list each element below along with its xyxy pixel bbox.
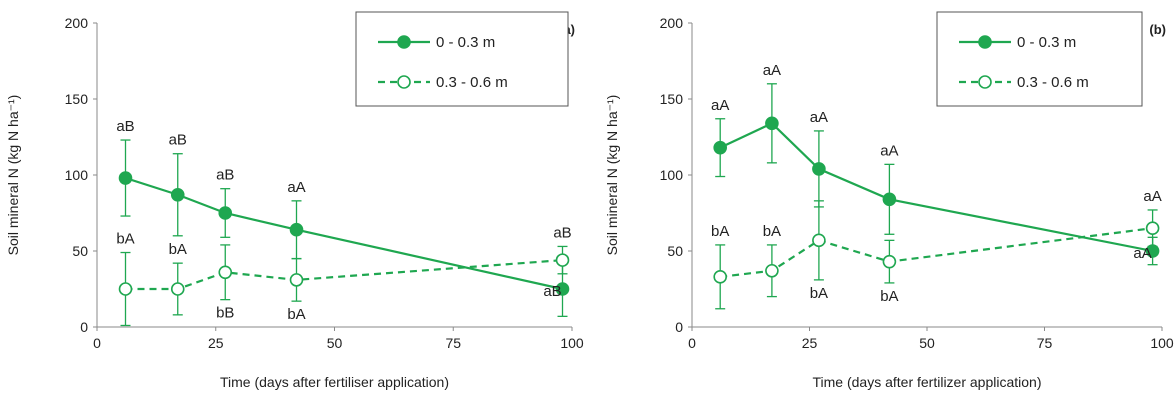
x-tick-label: 50 — [919, 335, 935, 351]
data-point — [1145, 221, 1160, 235]
data-point — [218, 265, 233, 280]
x-tick-label: 0 — [93, 335, 101, 351]
legend-marker — [978, 75, 992, 89]
series-line — [719, 122, 1153, 253]
x-tick-label: 25 — [802, 335, 818, 351]
x-tick-label: 100 — [560, 335, 584, 351]
y-axis-title: Soil mineral N (kg N ha⁻¹) — [604, 95, 620, 256]
legend-label: 0 - 0.3 m — [1017, 34, 1076, 51]
chart-panel-b: 0 50 100 150 200 0 25 50 75 100 Time (days after f… — [604, 11, 1174, 390]
data-point — [713, 270, 728, 284]
significance-label: aA — [1143, 188, 1161, 205]
panel-label: (b) — [1149, 22, 1166, 37]
significance-label: aA — [711, 97, 729, 114]
significance-label: aA — [880, 142, 898, 159]
legend-label: 0.3 - 0.6 m — [1017, 74, 1089, 91]
legend-marker — [397, 35, 411, 49]
data-point — [882, 192, 897, 207]
significance-label: bA — [711, 223, 729, 240]
data-point — [555, 282, 570, 296]
data-point — [218, 206, 233, 220]
legend-marker — [397, 75, 411, 89]
data-point — [812, 233, 826, 248]
series-deep: bA bA bA bA aA — [711, 188, 1162, 310]
y-tick-label: 0 — [675, 319, 683, 335]
significance-label: aA — [810, 109, 828, 126]
y-tick-label: 0 — [80, 319, 88, 335]
legend: 0 - 0.3 m 0.3 - 0.6 m — [355, 11, 569, 107]
x-axis-title: Time (days after fertiliser application) — [220, 374, 449, 390]
x-tick-label: 100 — [1150, 335, 1174, 351]
data-point — [170, 282, 185, 296]
y-tick-label: 50 — [72, 243, 88, 259]
data-point — [765, 116, 779, 131]
series-deep: bA bA bB bA aB — [116, 224, 572, 327]
legend-label: 0.3 - 0.6 m — [436, 74, 508, 91]
legend-label: 0 - 0.3 m — [436, 34, 495, 51]
y-axis-title: Soil mineral N (kg N ha⁻¹) — [5, 95, 21, 256]
data-point — [289, 222, 304, 237]
data-point — [170, 187, 185, 202]
legend-box — [355, 11, 569, 107]
significance-label: bA — [287, 306, 305, 323]
significance-label: aA — [287, 179, 305, 196]
significance-label: aA — [763, 62, 781, 79]
data-point — [882, 254, 897, 269]
x-tick-label: 75 — [445, 335, 461, 351]
y-tick-label: 150 — [660, 91, 684, 107]
x-axis-title: Time (days after fertilizer application) — [812, 374, 1041, 390]
data-point — [118, 171, 133, 185]
significance-label: bA — [116, 231, 134, 248]
significance-label: aB — [169, 132, 187, 149]
significance-label: aB — [543, 283, 561, 300]
series-shallow: aA aA aA aA aA — [711, 62, 1160, 266]
y-tick-label: 150 — [65, 91, 89, 107]
y-tick-label: 100 — [65, 167, 89, 183]
significance-label: bA — [810, 285, 828, 302]
x-tick-label: 25 — [208, 335, 224, 351]
y-tick-label: 200 — [65, 15, 89, 31]
significance-label: aB — [553, 224, 571, 241]
data-point — [765, 263, 779, 278]
data-point — [713, 140, 728, 155]
legend-marker — [978, 35, 992, 49]
y-tick-label: 100 — [660, 167, 684, 183]
data-point — [118, 282, 133, 296]
y-tick-label: 50 — [667, 243, 683, 259]
x-tick-label: 0 — [688, 335, 696, 351]
data-point — [289, 273, 304, 287]
significance-label: bA — [763, 223, 781, 240]
series-line — [125, 176, 563, 291]
x-tick-label: 50 — [327, 335, 343, 351]
data-point — [555, 253, 570, 267]
legend-box — [936, 11, 1143, 107]
significance-label: aB — [116, 118, 134, 135]
significance-label: bA — [880, 288, 898, 305]
chart-panel-a: 0 50 100 150 200 0 25 50 75 100 Time (days after f… — [5, 11, 584, 390]
series-shallow: aB aB aB aA aB — [116, 118, 570, 318]
y-tick-label: 200 — [660, 15, 684, 31]
significance-label: aB — [216, 167, 234, 184]
x-tick-label: 75 — [1037, 335, 1053, 351]
legend: 0 - 0.3 m 0.3 - 0.6 m — [936, 11, 1143, 107]
significance-label: bA — [169, 241, 187, 258]
significance-label: bB — [216, 305, 234, 322]
series-line — [720, 227, 1153, 278]
significance-label: aA — [1133, 245, 1151, 262]
data-point — [812, 162, 826, 176]
